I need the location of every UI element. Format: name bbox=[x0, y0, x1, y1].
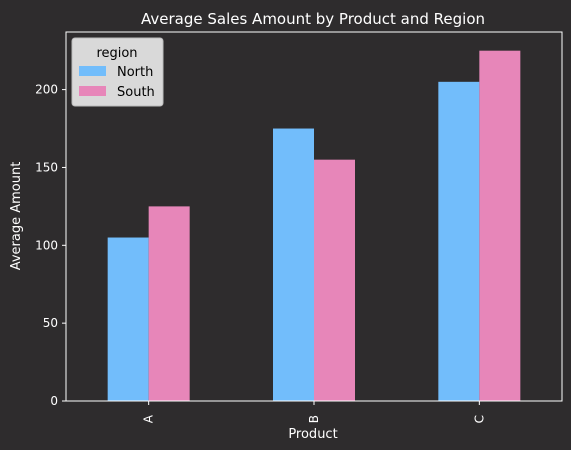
bar-south-a bbox=[148, 206, 190, 401]
legend-swatch-north bbox=[79, 66, 106, 76]
x-axis-label: Product bbox=[288, 427, 337, 442]
bars-group bbox=[107, 50, 521, 402]
y-tick-label: 0 bbox=[50, 394, 58, 408]
bar-north-a bbox=[107, 237, 149, 401]
legend-title: region bbox=[96, 46, 137, 61]
y-axis-ticks: 0 50 100 150 200 bbox=[35, 83, 66, 408]
legend-label-south: South bbox=[117, 85, 155, 100]
x-axis-ticks: A B C bbox=[142, 401, 486, 423]
y-tick-label: 150 bbox=[35, 160, 58, 174]
bar-north-b bbox=[273, 128, 314, 401]
y-tick-label: 50 bbox=[43, 316, 58, 330]
y-axis-label: Average Amount bbox=[9, 162, 24, 271]
y-tick-label: 200 bbox=[35, 83, 58, 97]
x-tick-label: A bbox=[142, 414, 156, 423]
legend-swatch-south bbox=[79, 86, 106, 96]
x-tick-label: C bbox=[472, 415, 486, 423]
bar-north-c bbox=[438, 81, 480, 401]
chart-title: Average Sales Amount by Product and Regi… bbox=[141, 10, 485, 28]
legend-label-north: North bbox=[117, 65, 153, 80]
y-tick-label: 100 bbox=[35, 238, 58, 252]
legend: region North South bbox=[71, 37, 164, 107]
bar-south-c bbox=[479, 50, 521, 402]
x-tick-label: B bbox=[307, 415, 321, 423]
bar-south-b bbox=[314, 159, 355, 401]
